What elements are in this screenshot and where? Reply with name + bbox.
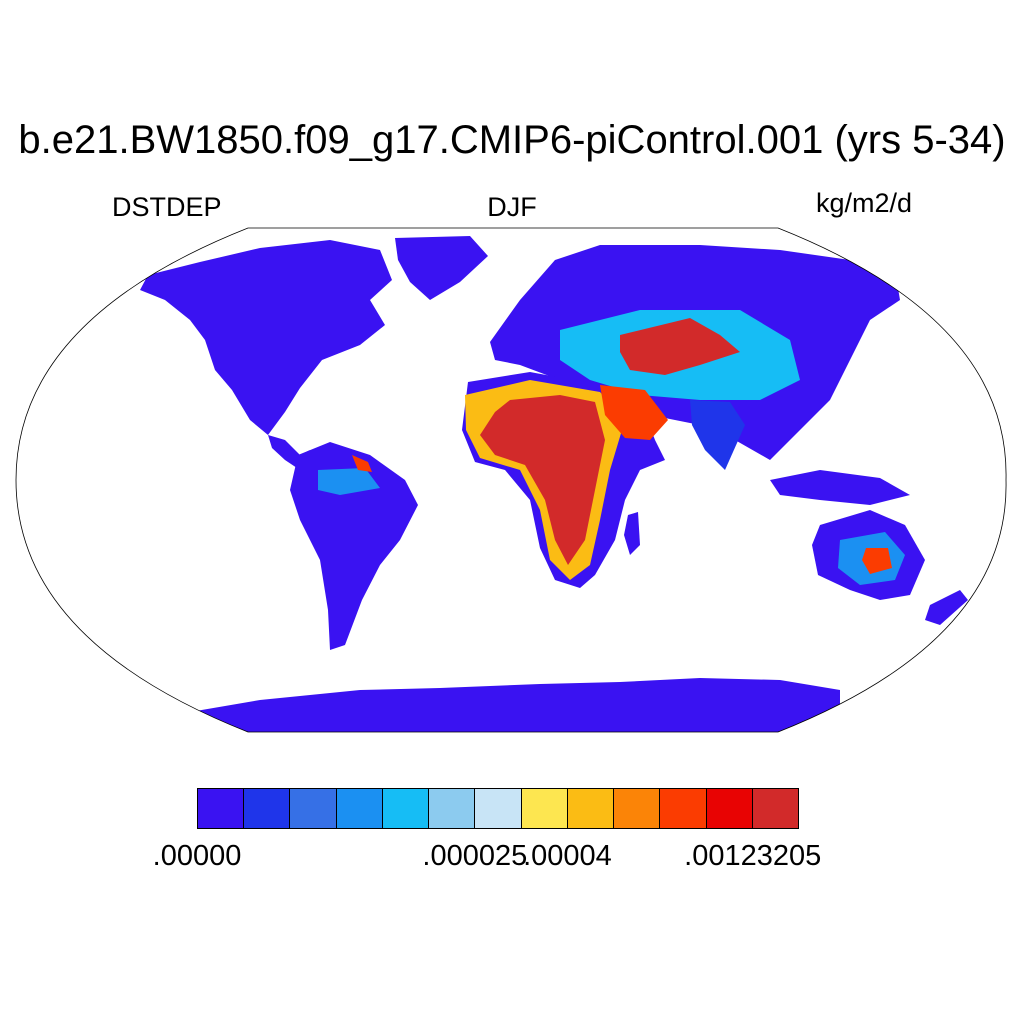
- colorbar-swatch-8: [567, 789, 615, 828]
- colorbar-swatch-12: [752, 789, 799, 828]
- colorbar-tick-label: .00123205: [684, 840, 822, 872]
- land-australia-hotspot: [862, 548, 892, 574]
- land-madagascar: [624, 512, 640, 555]
- land-antarctica: [190, 678, 840, 732]
- colorbar-tick-label: .00004: [523, 840, 612, 872]
- colorbar-swatch-0: [198, 789, 245, 828]
- colorbar-swatch-6: [475, 789, 522, 828]
- land-north-america: [140, 240, 392, 435]
- colorbar-swatch-3: [336, 789, 383, 828]
- map-boundary: [15, 227, 1007, 733]
- land-india: [690, 400, 745, 470]
- units-label: kg/m2/d: [815, 188, 912, 218]
- colorbar-tick-label: .000025: [422, 840, 528, 872]
- colorbar: [197, 788, 799, 829]
- variable-label: DSTDEP: [112, 192, 222, 222]
- land-south-america-dust: [318, 468, 380, 495]
- colorbar-swatch-11: [706, 789, 753, 828]
- colorbar-swatch-9: [614, 789, 661, 828]
- colorbar-tick-label: .00000: [152, 840, 242, 872]
- colorbar-swatch-1: [244, 789, 291, 828]
- colorbar-swatch-7: [521, 789, 568, 828]
- land-central-asia-hotspot: [620, 318, 740, 375]
- colorbar-swatch-2: [290, 789, 337, 828]
- colorbar-swatch-4: [382, 789, 430, 828]
- land-greenland: [395, 236, 488, 300]
- land-indonesia: [770, 470, 910, 505]
- plot-title: b.e21.BW1850.f09_g17.CMIP6-piControl.001…: [18, 118, 1006, 162]
- colorbar-swatch-10: [660, 789, 707, 828]
- season-label: DJF: [487, 192, 537, 222]
- land-south-america: [290, 442, 418, 650]
- land-africa-dust-core: [480, 395, 605, 565]
- land-venezuela-dust: [352, 455, 372, 472]
- colorbar-swatch-5: [429, 789, 476, 828]
- land-new-zealand: [925, 590, 968, 625]
- land-arabia: [600, 385, 668, 440]
